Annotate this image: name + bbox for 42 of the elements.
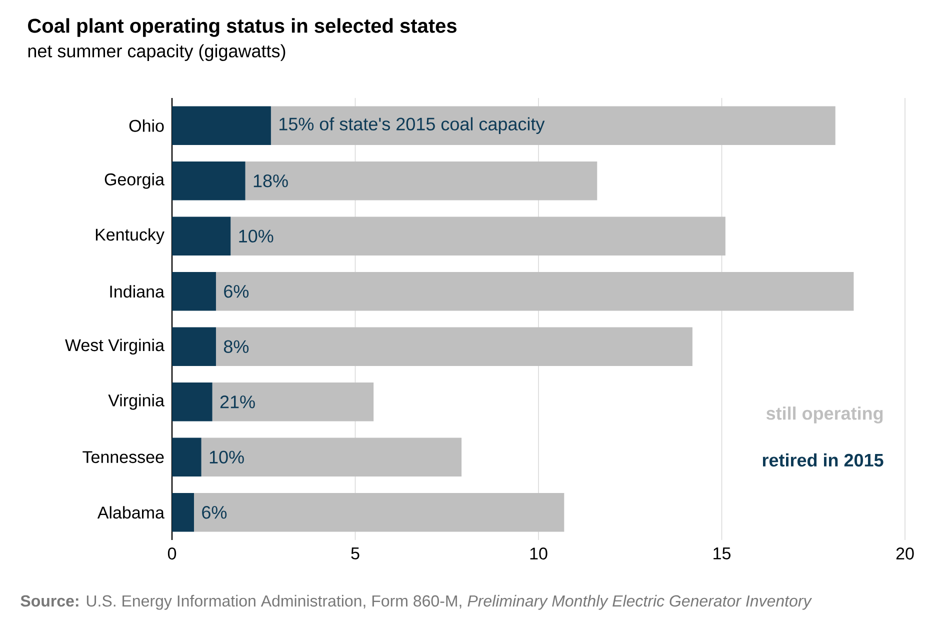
annotation: 10%	[239, 230, 274, 242]
x-tick-label: 15	[714, 548, 730, 560]
text: still operating	[766, 406, 883, 424]
annotation: 10%	[210, 450, 244, 464]
annotation: 6%	[202, 506, 227, 519]
bar	[212, 382, 374, 422]
y-tick-label: West Virginia	[65, 338, 164, 355]
bar	[194, 493, 564, 532]
y-tick-label: Kentucky	[96, 228, 164, 244]
x-tick-label: 10	[530, 548, 548, 560]
x-tick-label: 0	[168, 548, 176, 560]
bar	[172, 438, 202, 476]
bar	[172, 382, 212, 422]
annotation: 21%	[220, 396, 255, 408]
x-tick-label: 5	[351, 548, 360, 560]
bar	[216, 272, 854, 311]
bar	[230, 216, 726, 256]
bar	[172, 106, 271, 145]
y-tick-label: Ohio	[129, 119, 164, 132]
y-tick-label: Alabama	[97, 506, 164, 519]
annotation: 6%	[224, 285, 249, 298]
y-tick-label: Virginia	[108, 394, 164, 410]
bar	[172, 327, 216, 366]
y-tick-label: Indiana	[110, 285, 164, 298]
annotation: 18%	[254, 174, 288, 188]
chart-title: Coal plant operating status in selected states	[28, 18, 456, 37]
text: Source: U.S. Energy Information Administration, Form 860-M, Preliminary Monthly Electric Generator Inventory	[20, 594, 812, 610]
bar	[270, 106, 836, 145]
bar	[216, 327, 692, 366]
bar	[172, 493, 194, 532]
bar	[245, 162, 598, 200]
chart-subtitle: net summer capacity (gigawatts)	[28, 44, 286, 61]
annotation: 15% of state's 2015 coal capacity	[280, 117, 545, 134]
y-tick-label: Georgia	[104, 172, 164, 189]
text: retired in 2015	[762, 453, 884, 467]
bar	[201, 438, 462, 476]
bar	[172, 272, 216, 311]
annotation: 8%	[224, 340, 249, 353]
bar	[172, 216, 231, 256]
y-tick-label: Tennessee	[82, 451, 164, 464]
bar	[172, 162, 246, 200]
x-tick-label: 20	[896, 548, 914, 560]
